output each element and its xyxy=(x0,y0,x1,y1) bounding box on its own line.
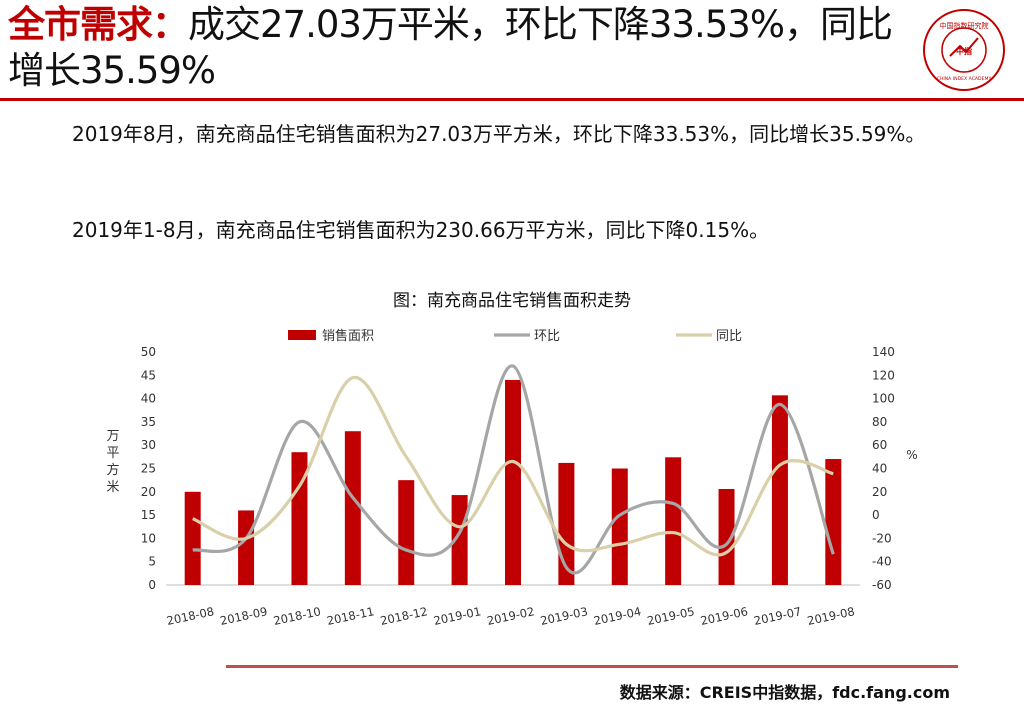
bar-2018-09 xyxy=(238,510,255,585)
x-tick-label: 2019-05 xyxy=(646,604,696,628)
right-tick-label: 80 xyxy=(872,415,887,429)
left-tick-label: 10 xyxy=(141,531,156,545)
x-tick-label: 2019-02 xyxy=(486,604,536,628)
right-tick-label: 100 xyxy=(872,392,895,406)
chart-title: 图：南充商品住宅销售面积走势 xyxy=(393,291,631,311)
legend-swatch-bar xyxy=(288,330,316,340)
left-tick-label: 40 xyxy=(141,392,156,406)
bar-2019-06 xyxy=(718,489,735,585)
logo-bottom-text: CHINA INDEX ACADEMY xyxy=(937,76,992,82)
x-tick-label: 2018-12 xyxy=(379,604,429,628)
right-tick-label: 60 xyxy=(872,438,887,452)
left-axis-label-char: 平 xyxy=(106,446,119,461)
logo-top-text: 中国指数研究院 xyxy=(940,21,989,30)
left-axis-label-char: 方 xyxy=(106,462,119,478)
bar-2018-08 xyxy=(184,491,201,585)
bar-2018-11 xyxy=(344,431,361,585)
right-tick-label: 40 xyxy=(872,462,887,476)
right-axis-label: % xyxy=(906,448,917,462)
legend-label: 同比 xyxy=(716,329,742,344)
summary-paragraph-1: 2019年8月，南充商品住宅销售面积为27.03万平方米，环比下降33.53%，… xyxy=(72,122,926,146)
left-tick-label: 35 xyxy=(141,415,156,429)
bar-2019-05 xyxy=(665,457,682,585)
title-highlight: 全市需求： xyxy=(8,3,189,46)
bar-2019-07 xyxy=(771,395,788,585)
left-axis-label-char: 万 xyxy=(106,429,119,444)
x-tick-label: 2019-08 xyxy=(806,604,856,628)
page-title: 全市需求：成交27.03万平米，环比下降33.53%，同比增长35.59% xyxy=(8,2,908,94)
x-tick-label: 2019-04 xyxy=(592,604,642,628)
legend-label: 环比 xyxy=(534,329,560,344)
right-tick-label: 120 xyxy=(872,368,895,382)
left-tick-label: 25 xyxy=(141,462,156,476)
left-axis-label-char: 米 xyxy=(106,480,119,495)
logo-center-text: 中指 xyxy=(956,46,972,56)
series-line-yoy xyxy=(192,376,834,557)
data-source: 数据来源：CREIS中指数据，fdc.fang.com xyxy=(619,683,950,702)
x-tick-label: 2019-01 xyxy=(432,604,482,628)
left-tick-label: 5 xyxy=(148,555,156,569)
left-tick-label: 45 xyxy=(141,368,156,382)
bar-2019-02 xyxy=(505,379,521,585)
series-line-mom xyxy=(192,364,835,575)
footer-divider xyxy=(226,665,958,668)
bar-2019-01 xyxy=(451,495,468,585)
academy-logo: 中国指数研究院 中指 CHINA INDEX ACADEMY xyxy=(923,9,1005,91)
left-tick-label: 50 xyxy=(141,345,156,359)
title-rest: 成交27.03万平米，环比下降33.53%，同比增长35.59% xyxy=(8,3,893,92)
right-tick-label: -40 xyxy=(872,555,892,569)
x-tick-label: 2018-11 xyxy=(326,604,376,628)
x-tick-label: 2019-07 xyxy=(753,604,803,628)
bar-2018-10 xyxy=(291,452,308,585)
x-tick-label: 2018-08 xyxy=(165,604,215,628)
right-tick-label: 20 xyxy=(872,485,887,499)
x-tick-label: 2018-10 xyxy=(272,604,322,628)
right-tick-label: -60 xyxy=(872,578,892,592)
summary-paragraph-2: 2019年1-8月，南充商品住宅销售面积为230.66万平方米，同比下降0.15… xyxy=(72,218,770,242)
right-tick-label: 0 xyxy=(872,508,880,522)
left-tick-label: 15 xyxy=(141,508,156,522)
right-tick-label: -20 xyxy=(872,531,892,545)
legend-label: 销售面积 xyxy=(322,328,374,344)
right-tick-label: 140 xyxy=(872,345,895,359)
x-tick-label: 2019-06 xyxy=(699,604,749,628)
left-tick-label: 30 xyxy=(141,438,156,452)
x-tick-label: 2018-09 xyxy=(219,604,269,628)
left-tick-label: 0 xyxy=(148,578,156,592)
bar-2018-12 xyxy=(398,480,415,585)
title-divider xyxy=(0,98,1024,101)
x-tick-label: 2019-03 xyxy=(539,604,589,628)
bar-2019-08 xyxy=(825,459,842,585)
bar-2019-04 xyxy=(611,468,628,585)
bar-2019-03 xyxy=(558,462,575,585)
left-tick-label: 20 xyxy=(141,485,156,499)
